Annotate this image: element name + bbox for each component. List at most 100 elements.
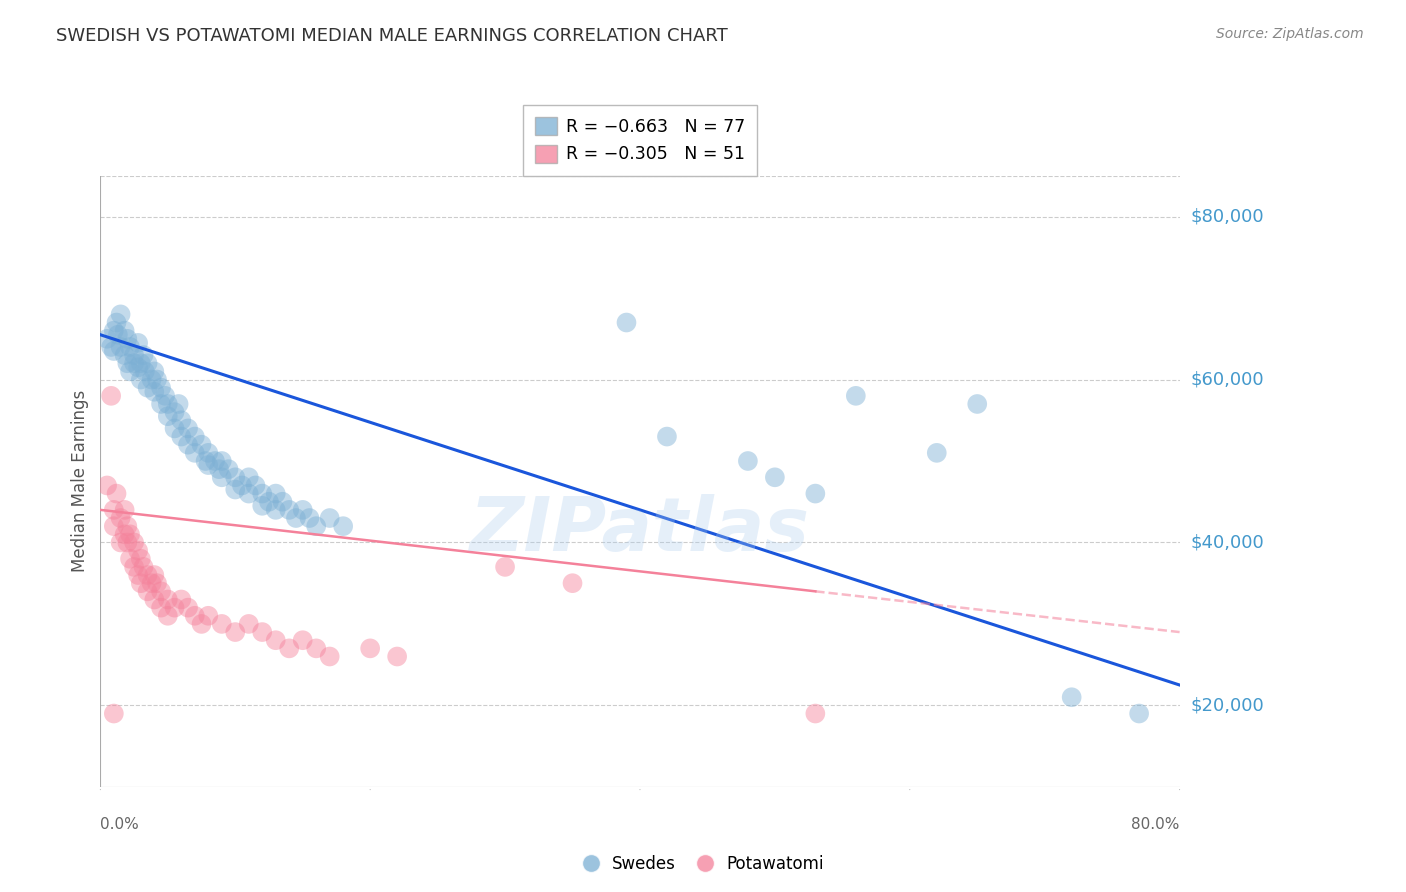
Point [118,364,141,378]
Point [359,641,381,656]
Point [197,458,219,472]
Point [105,316,128,330]
Point [122,560,145,574]
Point [114,527,136,541]
Point [170,592,193,607]
Point [224,483,246,497]
Point [136,584,159,599]
Point [224,625,246,640]
Point [110,340,132,354]
Point [252,625,274,640]
Point [804,706,827,721]
Point [194,454,217,468]
Point [114,324,136,338]
Point [385,649,408,664]
Point [150,600,173,615]
Point [318,649,340,664]
Point [208,462,231,476]
Point [132,560,155,574]
Point [238,616,260,631]
Point [291,503,314,517]
Point [103,706,125,721]
Point [231,478,253,492]
Point [153,389,176,403]
Point [110,535,132,549]
Text: 0.0%: 0.0% [100,817,139,832]
Point [136,381,159,395]
Point [118,551,141,566]
Point [278,503,301,517]
Point [238,486,260,500]
Point [143,592,166,607]
Point [105,486,128,500]
Point [318,511,340,525]
Point [150,584,173,599]
Point [291,633,314,648]
Text: $20,000: $20,000 [1191,697,1264,714]
Point [156,592,179,607]
Point [264,486,287,500]
Point [238,470,260,484]
Point [305,641,328,656]
Point [127,568,149,582]
Point [737,454,759,468]
Point [103,324,125,338]
Point [156,409,179,424]
Point [184,429,207,443]
Point [114,503,136,517]
Point [257,494,280,508]
Point [110,511,132,525]
Point [150,381,173,395]
Point [252,499,274,513]
Point [197,608,219,623]
Point [925,446,948,460]
Point [136,568,159,582]
Point [156,608,179,623]
Point [141,372,163,386]
Text: $40,000: $40,000 [1191,533,1264,551]
Point [96,478,118,492]
Point [136,356,159,370]
Point [218,462,240,476]
Point [117,356,139,370]
Point [122,535,145,549]
Point [252,486,274,500]
Point [150,397,173,411]
Text: $80,000: $80,000 [1191,208,1264,226]
Point [163,421,186,435]
Point [110,307,132,321]
Point [103,519,125,533]
Point [143,364,166,378]
Point [177,421,200,435]
Point [177,438,200,452]
Point [129,576,152,591]
Point [141,576,163,591]
Point [132,348,155,362]
Text: 80.0%: 80.0% [1132,817,1180,832]
Point [264,633,287,648]
Text: ZIPatlas: ZIPatlas [470,494,810,566]
Point [211,454,233,468]
Y-axis label: Median Male Earnings: Median Male Earnings [72,390,89,573]
Point [271,494,294,508]
Point [177,600,200,615]
Point [117,332,139,346]
Point [245,478,267,492]
Point [127,360,149,375]
Point [146,576,169,591]
Text: SWEDISH VS POTAWATOMI MEDIAN MALE EARNINGS CORRELATION CHART: SWEDISH VS POTAWATOMI MEDIAN MALE EARNIN… [56,27,728,45]
Point [298,511,321,525]
Point [763,470,786,484]
Point [118,340,141,354]
Point [118,527,141,541]
Point [278,641,301,656]
Point [332,519,354,533]
Point [305,519,328,533]
Point [170,413,193,427]
Point [117,519,139,533]
Point [114,348,136,362]
Point [134,364,156,378]
Point [167,397,190,411]
Point [264,503,287,517]
Point [184,446,207,460]
